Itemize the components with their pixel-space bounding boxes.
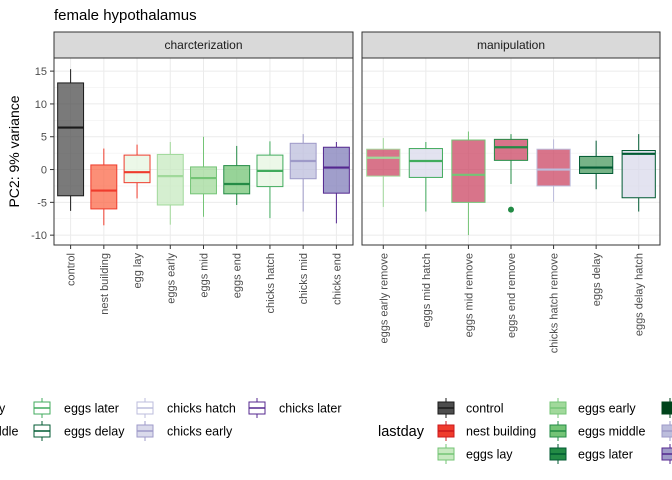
legend-label: iddle <box>0 425 18 439</box>
x-tick-label: eggs end remove <box>506 253 518 338</box>
box-iqr <box>322 146 350 194</box>
box-iqr <box>156 153 184 206</box>
box-iqr <box>451 139 486 203</box>
x-tick-label: eggs mid hatch <box>421 253 433 328</box>
legend-key-chicks-hatch <box>136 398 154 418</box>
box-iqr <box>123 154 151 184</box>
legend-lastday: lastday control nest building eggs lay eggs … <box>378 398 672 464</box>
legend-key-eggs-later <box>33 398 51 418</box>
box-eggs-delay-hatch <box>621 134 656 212</box>
x-tick-label: eggs early <box>165 253 177 304</box>
box-iqr <box>90 164 118 210</box>
legend-left: rly iddle eggs later eggs delay chicks hatch… <box>0 398 342 441</box>
x-tick-label: eggs delay hatch <box>634 253 646 336</box>
legend-key-nest-building <box>437 421 455 441</box>
box-iqr <box>190 166 217 195</box>
y-tick-label: 10 <box>35 99 47 111</box>
box-chicks-mid <box>289 134 317 212</box>
box-eggs-early <box>156 141 184 225</box>
x-tick-label: egg lay <box>132 253 144 289</box>
legend-key-extra-7 <box>661 421 672 441</box>
x-tick-label: eggs mid <box>199 253 211 298</box>
facet-panels: -10 -5 0 5 10 15 charcterization control nest bu… <box>31 31 661 353</box>
x-tick-label: eggs early remove <box>378 253 390 344</box>
legend-key-eggs-lay <box>437 444 455 464</box>
y-tick-label: 15 <box>35 66 47 78</box>
box-chicks-end <box>322 141 350 224</box>
outlier-point <box>508 206 514 213</box>
legend-key-chicks-early <box>136 421 154 441</box>
box-eggs-mid-remove <box>451 131 486 236</box>
legend-label: chicks early <box>167 425 233 439</box>
box-eggs-mid <box>190 136 217 217</box>
facet-strip-label: charcterization <box>164 38 242 52</box>
x-tick-label: eggs mid remove <box>463 253 475 337</box>
box-eggs-early-remove <box>366 138 401 207</box>
box-chicks-hatch-remove <box>536 139 571 202</box>
x-tick-label: chicks hatch remove <box>549 253 561 353</box>
box-eggs-end <box>223 145 251 205</box>
legend-key-control <box>437 398 455 418</box>
legend-label: eggs delay <box>64 425 125 439</box>
legend-key-extra-8 <box>661 444 672 464</box>
legend-title: lastday <box>378 424 425 440</box>
panel-manipulation: manipulation eggs early remove eggs mid ha… <box>361 31 661 353</box>
box-eggs-mid-hatch <box>408 141 443 212</box>
legend-label: rly <box>0 402 6 416</box>
legend-key-eggs-delay <box>33 421 51 441</box>
legend-key-eggs-middle <box>549 421 567 441</box>
legend-key-eggs-early <box>549 398 567 418</box>
legend-label: chicks hatch <box>167 402 236 416</box>
x-tick-label: nest building <box>99 253 111 315</box>
legends: rly iddle eggs later eggs delay chicks hatch… <box>0 398 672 464</box>
box-iqr <box>621 150 656 199</box>
legend-label: eggs later <box>64 402 119 416</box>
x-tick-label: eggs end <box>232 253 244 298</box>
panel-charcterization: charcterization control nest building egg l… <box>53 31 354 315</box>
x-axis: control nest building egg lay eggs early egg… <box>66 245 343 315</box>
x-axis: eggs early remove eggs mid hatch eggs mid … <box>378 245 646 353</box>
box-iqr <box>536 148 571 187</box>
box-iqr <box>223 165 251 195</box>
box-nest-building <box>90 148 118 226</box>
y-axis-label: PC2: 9% variance <box>6 95 22 207</box>
box-iqr <box>57 82 85 197</box>
y-tick-label: 0 <box>41 165 47 177</box>
box-iqr <box>493 138 529 161</box>
legend-label: eggs lay <box>466 448 513 462</box>
box-chicks-hatch <box>256 141 284 219</box>
legend-key-eggs-later <box>549 444 567 464</box>
y-tick-label: -5 <box>37 197 47 209</box>
legend-key-extra-6 <box>661 398 672 418</box>
box-eggs-end-remove <box>493 134 529 213</box>
y-axis: -10 -5 0 5 10 15 <box>31 66 54 242</box>
legend-label: eggs middle <box>578 425 645 439</box>
box-iqr <box>366 148 401 177</box>
box-egg-lay <box>123 144 151 199</box>
box-iqr <box>408 148 443 178</box>
x-tick-label: chicks end <box>331 253 343 305</box>
x-tick-label: chicks hatch <box>265 253 277 314</box>
legend-key-chicks-later <box>248 398 266 418</box>
legend-label: chicks later <box>279 402 342 416</box>
box-iqr <box>579 155 614 174</box>
box-eggs-delay <box>579 140 614 190</box>
legend-label: eggs early <box>578 402 636 416</box>
box-control <box>57 69 85 211</box>
facet-strip-label: manipulation <box>477 38 545 52</box>
y-tick-label: 5 <box>41 132 47 144</box>
x-tick-label: eggs delay <box>591 253 603 307</box>
x-tick-label: chicks mid <box>298 253 310 304</box>
x-tick-label: control <box>66 253 78 286</box>
legend-label: control <box>466 402 504 416</box>
legend-label: nest building <box>466 425 536 439</box>
legend-label: eggs later <box>578 448 633 462</box>
chart-title: female hypothalamus <box>54 7 197 24</box>
y-tick-label: -10 <box>31 230 47 242</box>
